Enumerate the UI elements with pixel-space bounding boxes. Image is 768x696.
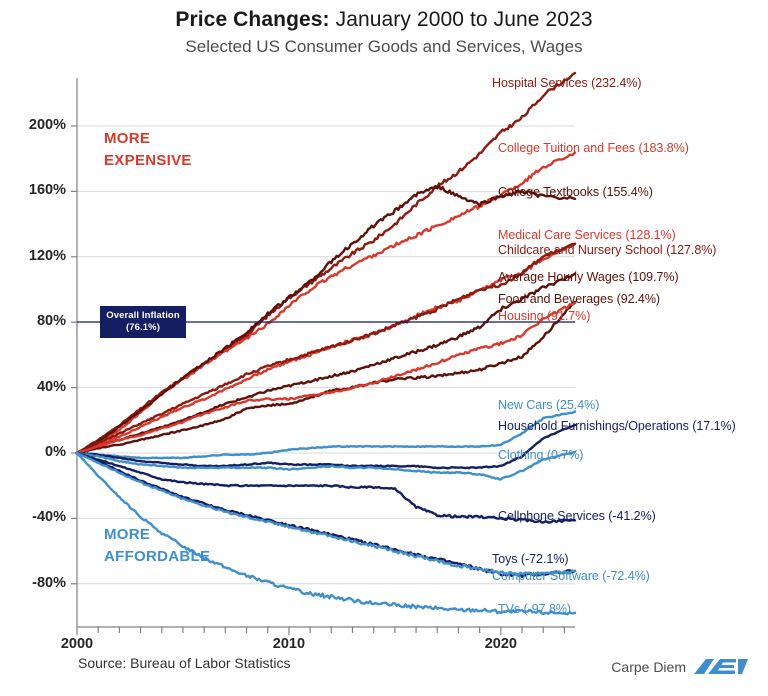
series-label: TVs (-97.8%) <box>498 602 572 616</box>
x-axis-label: 2020 <box>484 636 517 652</box>
series-line <box>75 451 577 524</box>
y-axis-label: 200% <box>28 117 66 133</box>
y-axis-label: 40% <box>36 378 66 395</box>
series-label: Cellphone Services (-41.2%) <box>498 509 656 523</box>
page-title: Price Changes: January 2000 to June 2023 <box>0 0 768 32</box>
y-axis-label: 0% <box>45 444 66 460</box>
aei-logo-icon <box>694 659 748 674</box>
more-expensive-line2: EXPENSIVE <box>104 151 192 169</box>
brand-logo: Carpe Diem <box>611 656 750 678</box>
chart-header: Price Changes: January 2000 to June 2023… <box>0 0 768 57</box>
y-axis-label: 80% <box>36 313 66 330</box>
inflation-value: (76.1%) <box>126 321 160 333</box>
series-line <box>75 242 577 455</box>
carpe-diem-label: Carpe Diem <box>611 659 686 675</box>
series-line <box>75 451 577 576</box>
y-axis-label: 160% <box>28 182 66 199</box>
more-affordable-annotation: MORE AFFORDABLE <box>104 524 210 568</box>
inflation-label: Overall Inflation <box>106 310 180 321</box>
series-line <box>75 184 577 455</box>
y-axis-label: -40% <box>32 509 66 526</box>
series-line <box>75 451 577 616</box>
series-line <box>75 272 577 455</box>
series-lines <box>75 71 577 616</box>
series-label: Housing (91.7%) <box>498 309 591 323</box>
series-label: Childcare and Nursery School (127.8%) <box>498 243 717 257</box>
title-bold: Price Changes: <box>175 8 330 31</box>
x-axis-label: 2000 <box>60 636 94 652</box>
more-affordable-line2: AFFORDABLE <box>104 547 211 565</box>
series-label: College Textbooks (155.4%) <box>498 185 653 199</box>
series-line <box>75 301 577 455</box>
series-label: Toys (-72.1%) <box>492 552 569 566</box>
page-subtitle: Selected US Consumer Goods and Services,… <box>185 37 583 56</box>
series-label: Average Hourly Wages (109.7%) <box>498 270 679 284</box>
series-label: New Cars (25.4%) <box>498 398 600 412</box>
series-label: Food and Beverages (92.4%) <box>498 292 660 306</box>
overall-inflation-callout: Overall Inflation (76.1%) <box>100 306 186 338</box>
y-axis-label: -80% <box>32 574 66 591</box>
series-label: Clothing (0.7%) <box>498 448 584 462</box>
more-expensive-annotation: MORE EXPENSIVE <box>104 128 192 172</box>
more-expensive-line1: MORE <box>104 130 151 147</box>
y-axis-label: 120% <box>28 247 66 264</box>
series-label: College Tuition and Fees (183.8%) <box>498 141 689 155</box>
series-label: Hospital Services (232.4%) <box>492 76 642 90</box>
x-axis-ticks <box>76 627 566 635</box>
series-line <box>75 450 577 481</box>
series-label: Computer Software (-72.4%) <box>492 569 650 583</box>
series-label: Household Furnishings/Operations (17.1%) <box>498 419 736 433</box>
title-rest: January 2000 to June 2023 <box>329 8 593 31</box>
source-note: Source: Bureau of Labor Statistics <box>78 655 291 671</box>
series-line <box>75 423 577 470</box>
series-line <box>75 410 577 460</box>
more-affordable-line1: MORE <box>104 526 151 543</box>
x-axis-label: 2010 <box>272 636 306 652</box>
series-label: Medical Care Services (128.1%) <box>498 228 676 242</box>
